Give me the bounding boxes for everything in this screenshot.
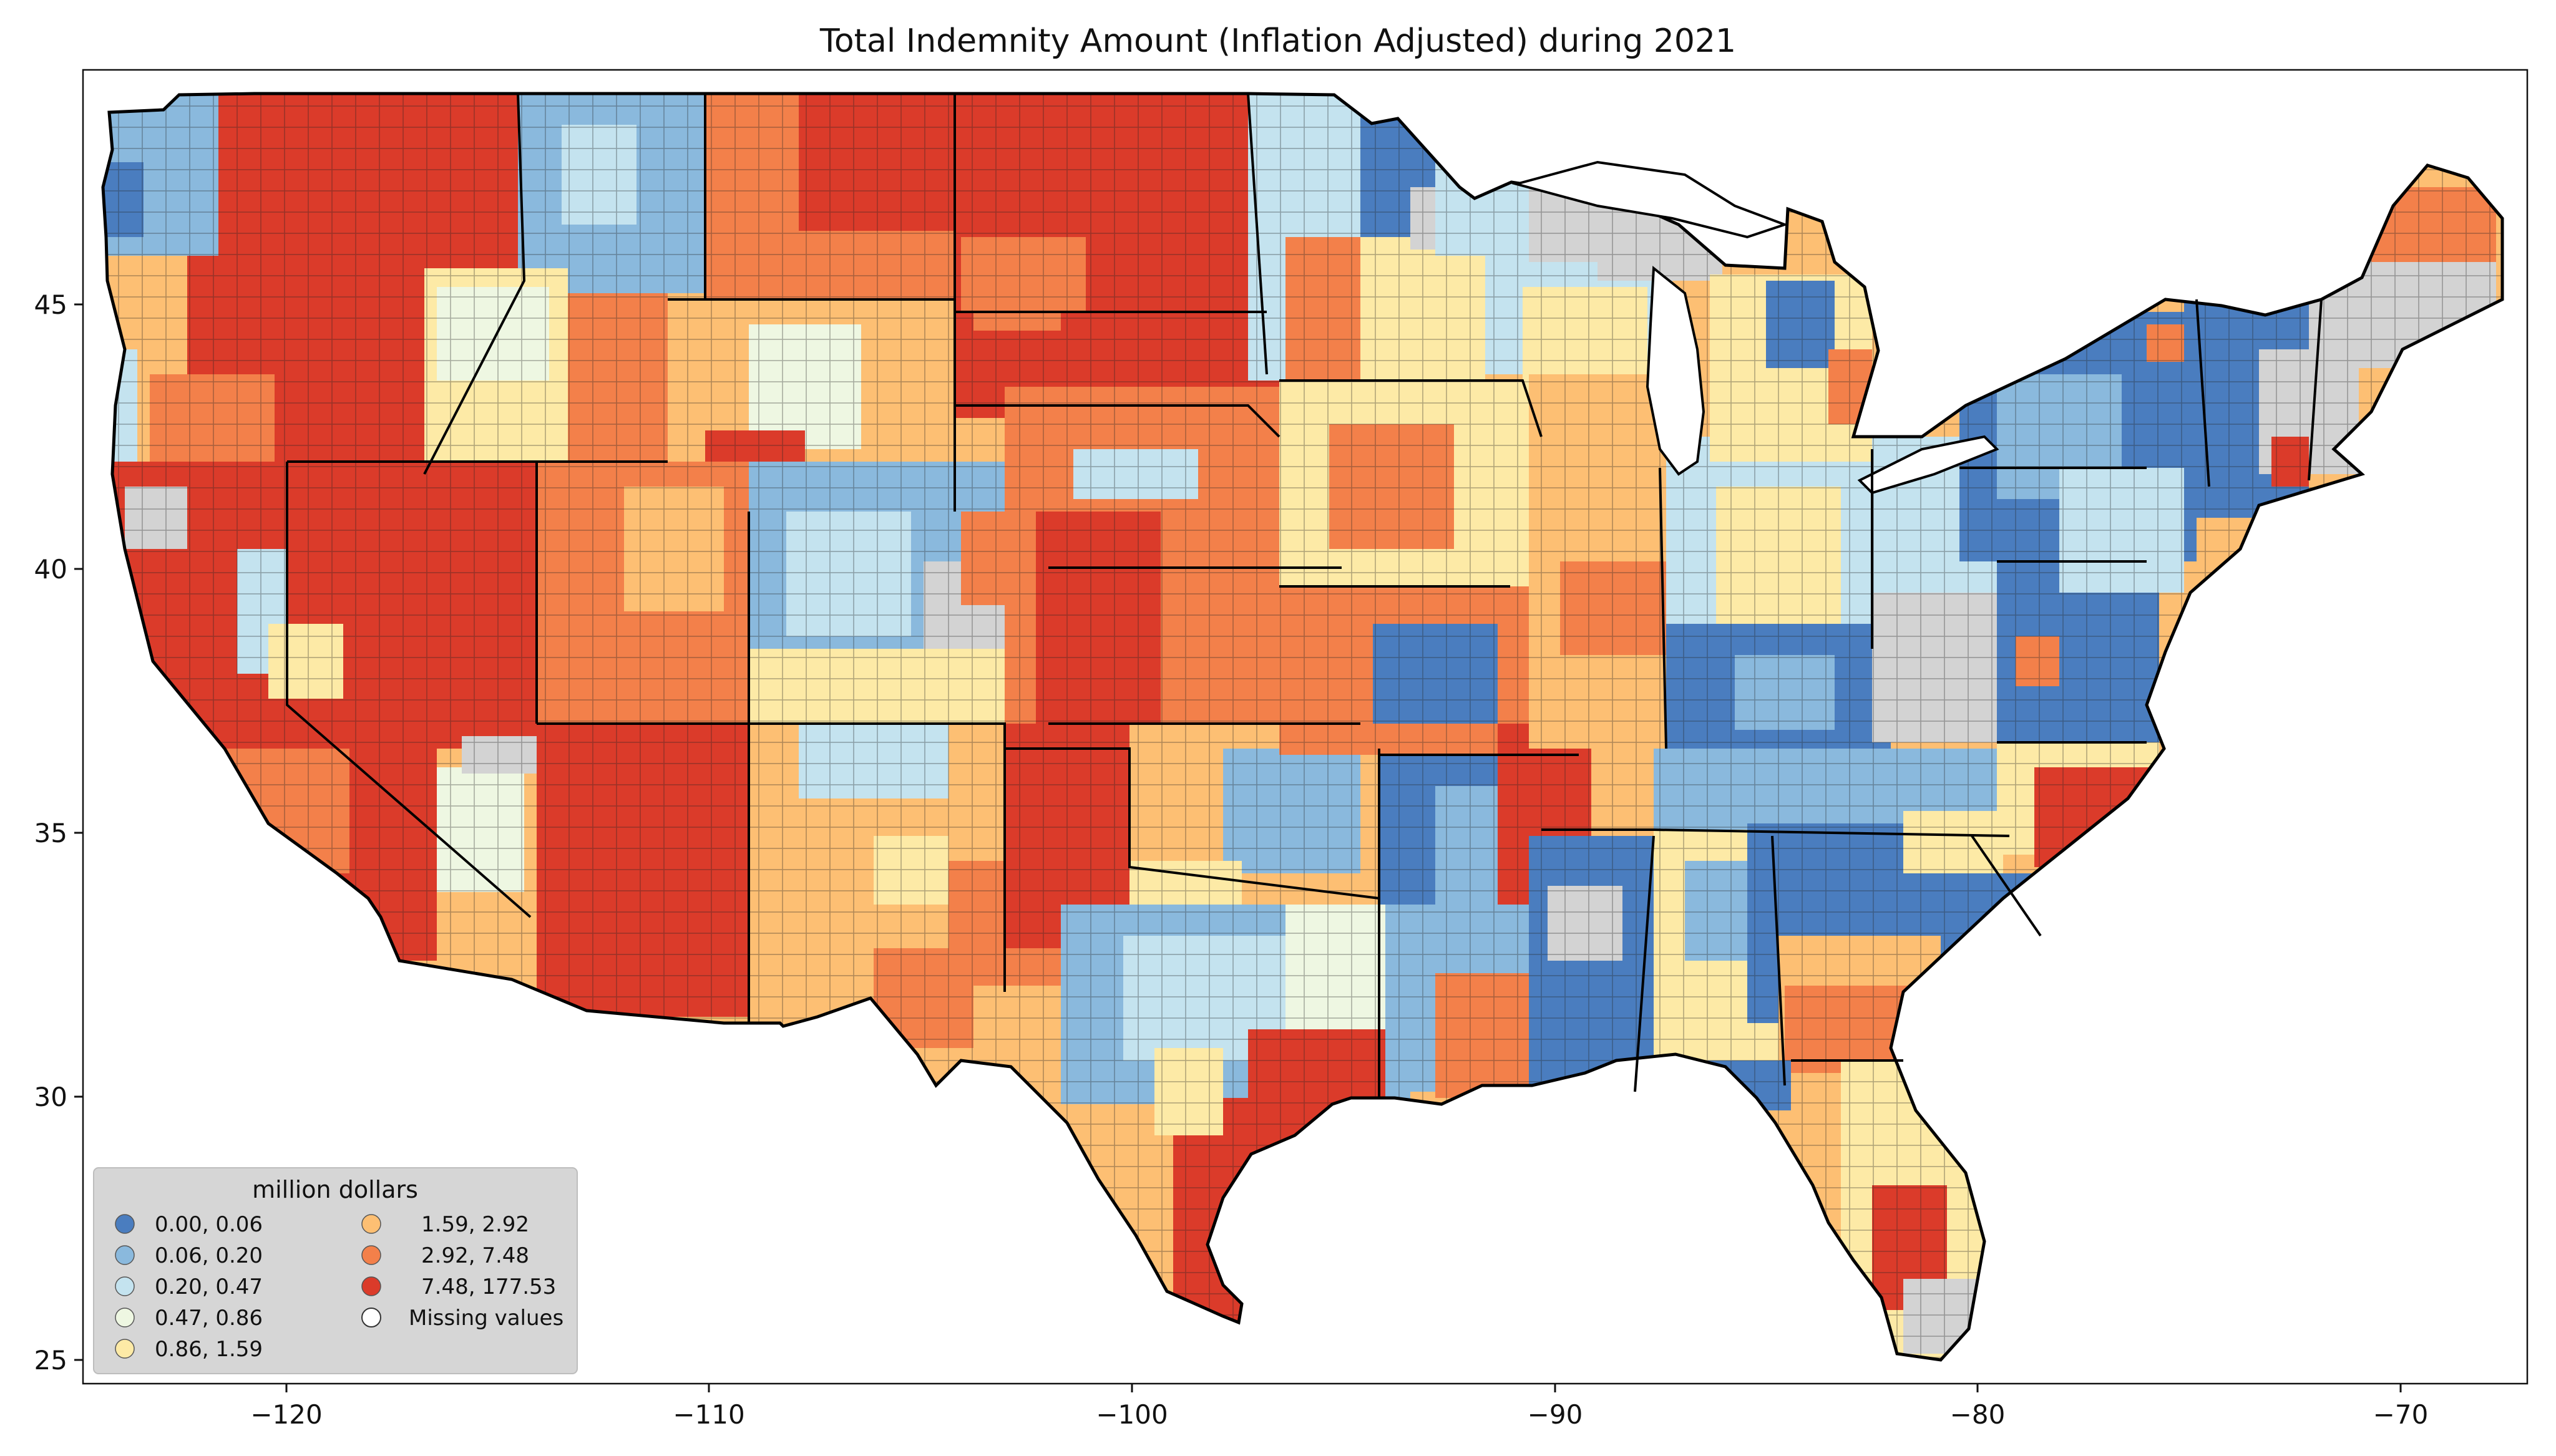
x-tick-label: −110: [673, 1399, 744, 1430]
state-borders: [286, 93, 2323, 1098]
legend-label: 0.47, 0.86: [155, 1306, 263, 1331]
legend-label: 1.59, 2.92: [421, 1212, 529, 1237]
y-tick-label: 35: [34, 818, 67, 848]
x-tick-label: −70: [2373, 1399, 2429, 1430]
legend-label: 0.00, 0.06: [155, 1212, 263, 1237]
legend-swatch: [115, 1276, 135, 1296]
y-tick-label: 40: [34, 554, 67, 585]
legend-swatch: [361, 1214, 381, 1234]
lake-michigan: [1646, 266, 1705, 476]
legend: million dollars 0.00, 0.06 0.06, 0.20 0.…: [93, 1167, 578, 1374]
legend-swatch: [115, 1245, 135, 1265]
map-title: Total Indemnity Amount (Inflation Adjust…: [819, 22, 1737, 60]
legend-label: 0.86, 1.59: [155, 1337, 263, 1362]
legend-title: million dollars: [252, 1176, 418, 1203]
x-tick-label: −80: [1950, 1399, 2006, 1430]
legend-label: 7.48, 177.53: [421, 1274, 556, 1299]
y-tick-label: 45: [34, 289, 67, 320]
legend-label: 0.20, 0.47: [155, 1274, 263, 1299]
us-outline: [101, 92, 2504, 1362]
legend-label: 0.06, 0.20: [155, 1243, 263, 1268]
y-tick-label: 30: [34, 1082, 67, 1112]
legend-swatch: [115, 1214, 135, 1234]
legend-swatch-missing: [361, 1308, 381, 1327]
x-tick-label: −90: [1528, 1399, 1583, 1430]
legend-swatch: [115, 1308, 135, 1327]
legend-swatch: [361, 1276, 381, 1296]
y-tick-label: 25: [34, 1345, 67, 1376]
x-axis: −120 −110 −100 −90 −80 −70: [250, 1384, 2428, 1430]
lake-superior: [1511, 160, 1788, 239]
legend-label: 2.92, 7.48: [421, 1243, 529, 1268]
y-axis: 25 30 35 40 45: [34, 289, 83, 1376]
x-tick-label: −100: [1096, 1399, 1168, 1430]
legend-label: Missing values: [409, 1306, 563, 1331]
legend-swatch: [361, 1245, 381, 1265]
legend-swatch: [115, 1339, 135, 1359]
x-tick-label: −120: [250, 1399, 322, 1430]
